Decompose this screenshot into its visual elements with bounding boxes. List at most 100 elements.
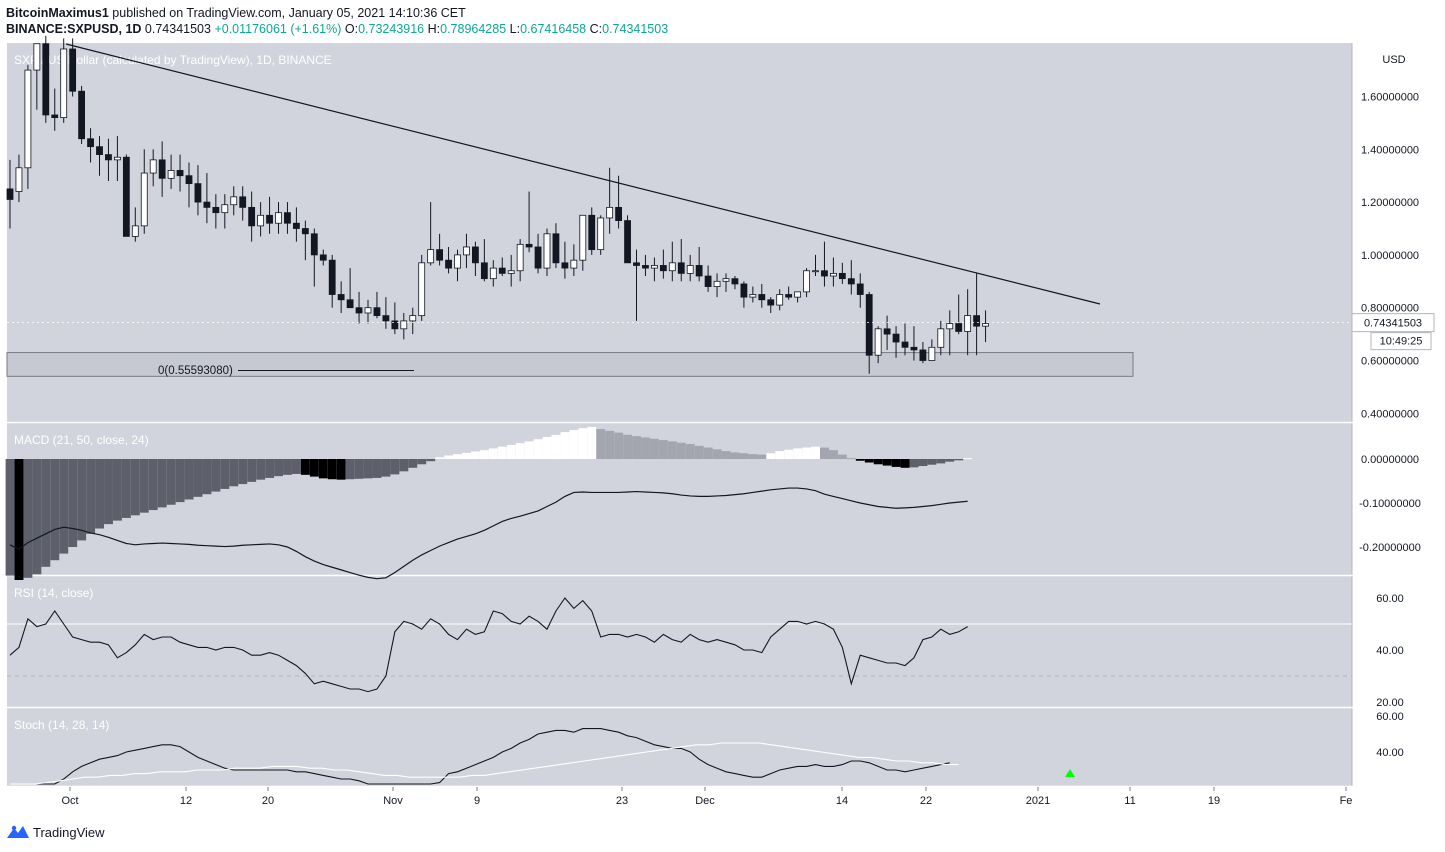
open-label: O: <box>344 22 359 36</box>
macd-histogram-bar <box>175 459 185 503</box>
macd-histogram-bar <box>909 459 919 468</box>
candle-down <box>212 206 220 214</box>
macd-histogram-bar <box>166 459 176 505</box>
candle-down <box>865 294 873 356</box>
macd-histogram-bar <box>497 446 507 459</box>
macd-histogram-bar <box>515 443 525 459</box>
stoch-label: Stoch (14, 28, 14) <box>14 718 109 732</box>
macd-histogram-bar <box>721 451 731 459</box>
price-tick-label: 1.40000000 <box>1361 144 1419 156</box>
candle-down <box>731 278 739 285</box>
time-tick-label: 9 <box>474 795 480 807</box>
author-name[interactable]: BitcoinMaximus1 <box>6 6 109 20</box>
candle-up <box>409 315 417 322</box>
candle-down <box>704 275 712 287</box>
candle-down <box>105 154 112 161</box>
macd-histogram-bar <box>587 426 597 459</box>
macd-histogram-bar <box>453 454 462 459</box>
rsi-label: RSI (14, close) <box>14 586 93 600</box>
time-tick-label: Nov <box>383 795 403 807</box>
candle-down <box>292 222 300 229</box>
candle-up <box>463 246 470 256</box>
chart-header: BitcoinMaximus1 published on TradingView… <box>0 0 1445 42</box>
macd-histogram-bar <box>936 459 946 464</box>
macd-histogram-bar <box>59 459 69 554</box>
candle-up <box>794 291 801 298</box>
time-tick-label: 11 <box>1124 795 1135 807</box>
candle-down <box>6 188 14 200</box>
macd-histogram-bar <box>614 432 624 459</box>
macd-histogram-bar <box>632 436 641 459</box>
macd-histogram-bar <box>229 459 239 487</box>
candle-up <box>140 172 148 227</box>
macd-tick-label: -0.10000000 <box>1359 498 1421 510</box>
macd-histogram-bar <box>444 455 454 459</box>
candle-up <box>131 225 139 237</box>
close-value: 0.74341503 <box>602 22 669 36</box>
candle-down <box>471 246 479 264</box>
price-change: +0.01176061 (+1.61%) <box>214 22 342 36</box>
candle-down <box>122 156 130 237</box>
candle-down <box>821 270 828 277</box>
candle-down <box>436 249 444 261</box>
candle-down <box>677 262 685 274</box>
macd-histogram-bar <box>32 459 42 575</box>
macd-histogram-bar <box>918 459 928 467</box>
macd-histogram-bar <box>184 459 194 500</box>
candle-up <box>579 214 587 261</box>
candle-down <box>561 262 569 269</box>
stoch-tick-label: 40.00 <box>1376 747 1404 759</box>
macd-histogram-bar <box>50 459 60 561</box>
macd-histogram-bar <box>703 447 713 459</box>
candle-down <box>176 170 184 177</box>
price-tick-label: 0.80000000 <box>1361 303 1419 315</box>
candle-down <box>633 262 640 266</box>
support-zone-label: 0(0.55593080) <box>158 365 233 377</box>
open-value: 0.73243916 <box>358 22 425 36</box>
macd-histogram-bar <box>471 451 480 459</box>
price-tick-label: 0.40000000 <box>1361 408 1419 420</box>
bullish-cross-arrow-icon <box>1065 769 1075 777</box>
ohlc-line: BINANCE:SXPUSD, 1D 0.74341503 +0.0117606… <box>6 21 668 37</box>
candle-up <box>427 249 435 264</box>
macd-histogram-bar <box>354 459 364 479</box>
time-tick-label: 22 <box>920 795 932 807</box>
macd-histogram-bar <box>462 452 471 459</box>
candle-down <box>659 265 667 272</box>
macd-histogram-bar <box>327 459 337 480</box>
candle-down <box>973 315 980 327</box>
candle-up <box>149 159 157 174</box>
brand-name[interactable]: TradingView <box>33 825 105 840</box>
macd-histogram-bar <box>739 453 749 459</box>
macd-histogram-bar <box>945 459 955 462</box>
stoch-tick-label: 60.00 <box>1376 711 1404 723</box>
time-tick-label: 2021 <box>1026 795 1050 807</box>
candle-up <box>489 267 497 280</box>
macd-histogram-bar <box>685 444 695 459</box>
macd-histogram-bar <box>730 452 740 459</box>
candle-up <box>812 270 819 273</box>
candle-up <box>722 278 730 282</box>
macd-histogram-bar <box>390 459 400 475</box>
time-tick-label: Dec <box>695 795 715 807</box>
candle-up <box>221 204 229 214</box>
macd-histogram-bar <box>864 459 874 463</box>
currency-label: USD <box>1382 54 1405 66</box>
macd-histogram-bar <box>802 447 812 459</box>
rsi-line <box>9 597 968 693</box>
candle-up <box>830 272 837 277</box>
macd-histogram-bar <box>435 457 445 459</box>
candle-up <box>570 259 578 269</box>
candle-up <box>400 320 408 330</box>
candle-up <box>507 270 515 274</box>
macd-histogram-bar <box>811 446 820 459</box>
candle-down <box>355 307 363 314</box>
candle-down <box>588 214 596 251</box>
candle-up <box>606 206 614 219</box>
macd-histogram-bar <box>5 459 15 576</box>
macd-histogram-bar <box>524 441 534 459</box>
candle-up <box>928 346 936 361</box>
macd-histogram-bar <box>927 459 937 465</box>
candle-down <box>319 254 327 261</box>
